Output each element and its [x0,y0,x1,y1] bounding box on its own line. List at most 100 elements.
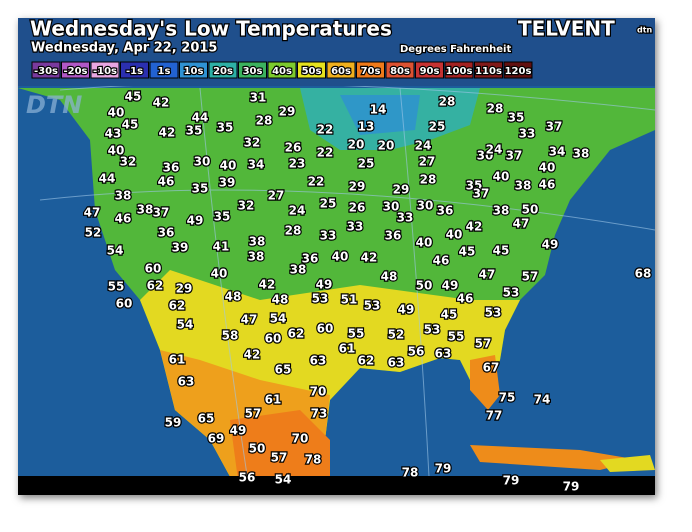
temperature-label: 35 [217,121,234,135]
temperature-label: 40 [416,236,433,250]
units: Degrees Fahrenheit [400,44,511,55]
temperature-label: 54 [177,318,194,332]
temperature-label: 36 [302,252,319,266]
temperature-label: 63 [178,375,195,389]
temperature-label: 34 [248,158,265,172]
legend-label: 40s [272,66,292,77]
legend-swatch [61,61,90,79]
temperature-label: 28 [285,224,302,238]
temperature-label: 63 [310,354,327,368]
temperature-label: 38 [115,189,132,203]
temperature-label: 63 [435,347,452,361]
legend-label: 100s [446,66,473,77]
temperature-label: 50 [249,442,266,456]
temperature-label: 40 [211,267,228,281]
temperature-label: 75 [499,391,516,405]
temperature-label: 62 [147,279,164,293]
temperature-label: 40 [108,106,125,120]
temperature-label: 34 [549,145,566,159]
temperature-label: 30 [417,199,434,213]
temperature-label: 36 [163,161,180,175]
temperature-label: 42 [361,251,378,265]
temperature-label: 36 [437,204,454,218]
temperature-label: 47 [84,206,101,220]
temperature-label: 41 [213,240,230,254]
temperature-label: 49 [398,303,415,317]
temperature-label: 38 [515,179,532,193]
temperature-label: 29 [349,180,366,194]
temperature-label: 53 [424,323,441,337]
temperature-label: 20 [348,138,365,152]
temperature-label: 43 [105,127,122,141]
temperature-label: 33 [397,211,414,225]
temperature-label: 37 [473,187,490,201]
temperature-label: 45 [493,244,510,258]
temperature-label: 28 [256,114,273,128]
temperature-label: 62 [358,354,375,368]
temperature-label: 60 [145,262,162,276]
temperature-label: 50 [522,203,539,217]
temperature-label: 61 [169,353,186,367]
temperature-label: 33 [320,229,337,243]
legend-swatch [31,61,61,79]
temperature-label: 45 [459,245,476,259]
temperature-label: 40 [446,228,463,242]
legend: -30s -20s -10s -1s 1s 10s 20s 30s 40s 50s 60s 70s 80… [31,61,533,79]
temperature-label: 26 [349,201,366,215]
temperature-label: 53 [503,286,520,300]
temperature-label: 55 [448,330,465,344]
temperature-label: 54 [275,473,292,487]
temperature-label: 67 [483,361,500,375]
temperature-label: 47 [513,217,530,231]
temperature-label: 25 [358,157,375,171]
temperature-label: 52 [85,226,102,240]
legend-label: 20s [213,66,233,77]
temperature-label: 63 [388,356,405,370]
legend-swatch [297,61,326,79]
temperature-label: 49 [542,238,559,252]
legend-label: 120s [505,66,532,77]
temperature-label: 46 [433,254,450,268]
temperature-label: 49 [187,214,204,228]
temperature-label: 55 [348,327,365,341]
legend-label: -30s [34,66,58,77]
legend-swatch [503,61,533,79]
temperature-label: 42 [244,348,261,362]
temperature-label: 39 [219,176,236,190]
temperature-label: 57 [271,451,288,465]
temperature-label: 45 [125,90,142,104]
temperature-label: 40 [332,250,349,264]
temperature-label: 65 [275,363,292,377]
temperature-label: 36 [158,226,175,240]
temperature-label: 79 [563,480,580,494]
temperature-label: 79 [435,462,452,476]
temperature-label: 24 [486,143,503,157]
temperature-label: 74 [534,393,551,407]
temperature-label: 37 [506,149,523,163]
title: Wednesday's Low Temperatures [30,17,392,41]
legend-label: 30s [243,66,263,77]
watermark: DTN [26,91,82,119]
temperature-label: 29 [393,183,410,197]
temperature-label: 29 [176,282,193,296]
temperature-label: 24 [415,139,432,153]
temperature-label: 58 [222,329,239,343]
legend-label: 80s [390,66,410,77]
legend-label: 90s [420,66,440,77]
legend-swatch [474,61,503,79]
temperature-label: 51 [341,293,358,307]
temperature-label: 39 [172,241,189,255]
land [18,82,655,495]
temperature-label: 38 [290,263,307,277]
legend-swatch [238,61,267,79]
legend-label: 1s [158,66,171,77]
temperature-label: 56 [239,471,256,485]
temperature-label: 45 [122,118,139,132]
legend-label: 70s [361,66,381,77]
temperature-label: 42 [259,278,276,292]
temperature-label: 46 [158,175,175,189]
temperature-label: 69 [208,432,225,446]
temperature-label: 54 [270,312,287,326]
temperature-label: 22 [308,175,325,189]
